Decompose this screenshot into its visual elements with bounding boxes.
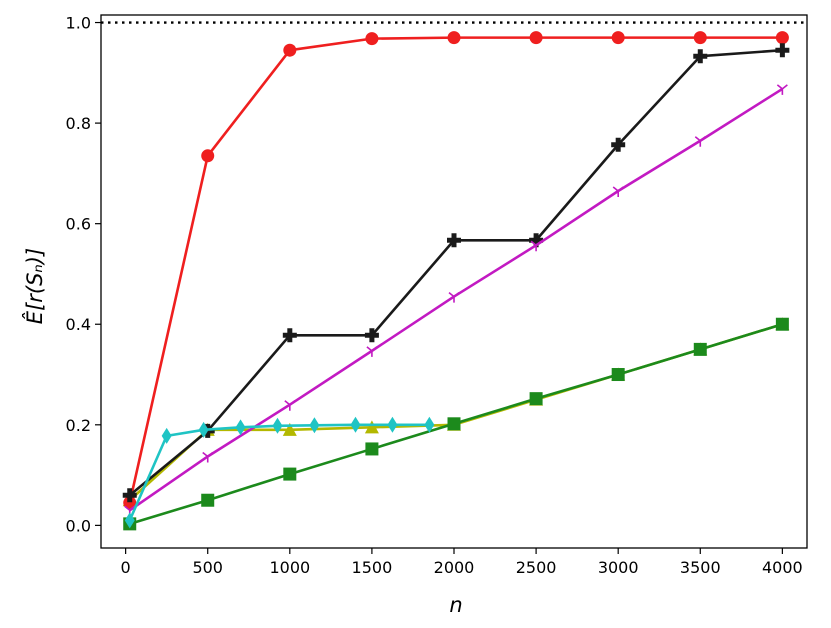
data-point [366, 346, 378, 357]
data-point [612, 186, 624, 197]
axes-frame [100, 14, 808, 549]
data-point [282, 328, 297, 343]
data-point [447, 233, 461, 248]
x-tick-label: 0 [121, 558, 131, 577]
data-point [350, 416, 361, 433]
x-tick-label: 4000 [762, 558, 803, 577]
data-point [364, 420, 379, 434]
data-point [693, 342, 707, 356]
data-point [529, 233, 544, 248]
data-point [611, 31, 625, 45]
data-point [284, 400, 296, 411]
data-point [447, 417, 461, 431]
data-point [530, 240, 542, 252]
y-tick-label: 0.2 [66, 416, 91, 435]
axes: 0 500 1000 1500 2000 2500 3000 3500 4000 0.0 0.2 0.… [66, 14, 808, 577]
x-tick-label: 500 [192, 558, 223, 577]
series-line-0 [128, 322, 783, 502]
plot-area [101, 21, 807, 531]
series-1 [123, 31, 789, 510]
data-point [123, 496, 137, 510]
data-point [124, 512, 135, 529]
data-point [529, 392, 543, 406]
data-point [282, 422, 297, 436]
series-line-3 [128, 87, 784, 512]
data-point [611, 368, 625, 382]
data-point [365, 442, 379, 456]
data-point [272, 417, 283, 434]
data-point [693, 49, 708, 64]
x-axis-label: n [449, 593, 462, 617]
data-point [775, 31, 789, 45]
data-point [776, 84, 788, 95]
data-point [161, 427, 172, 444]
y-tick-label: 0.0 [66, 516, 91, 535]
data-point [235, 419, 246, 436]
data-point [364, 328, 379, 343]
y-tick-label: 0.4 [66, 315, 91, 334]
data-point [611, 137, 626, 152]
data-point [694, 136, 706, 147]
data-point [775, 43, 790, 58]
data-point [448, 291, 460, 303]
series-3 [124, 84, 788, 517]
y-axis-label: Ê[r(Sₙ)] [22, 248, 47, 324]
data-point [201, 149, 215, 163]
y-tick-label: 0.6 [66, 215, 91, 234]
data-point [202, 451, 214, 463]
data-point [309, 417, 320, 434]
x-tick-label: 2000 [434, 558, 475, 577]
x-tick-label: 1500 [352, 558, 393, 577]
data-point [424, 416, 435, 433]
data-point [693, 31, 707, 45]
data-point [122, 488, 137, 503]
data-point [387, 416, 398, 433]
x-tick-label: 3000 [598, 558, 639, 577]
y-tick-label: 0.8 [66, 114, 91, 133]
series-4 [123, 317, 789, 531]
data-point [529, 31, 543, 45]
x-tick-label: 3500 [680, 558, 721, 577]
series-line-1 [128, 36, 783, 504]
data-point [365, 32, 379, 46]
y-tick-label: 1.0 [66, 14, 91, 33]
data-point [283, 43, 297, 57]
series-2 [122, 43, 790, 503]
data-point [283, 467, 297, 481]
data-point [198, 421, 209, 438]
series-5 [124, 416, 435, 529]
x-tick-label: 1000 [269, 558, 310, 577]
series-line-5 [128, 423, 430, 521]
data-point [201, 493, 215, 507]
data-point [447, 31, 461, 45]
x-tick-label: 2500 [516, 558, 557, 577]
data-point [775, 317, 789, 331]
